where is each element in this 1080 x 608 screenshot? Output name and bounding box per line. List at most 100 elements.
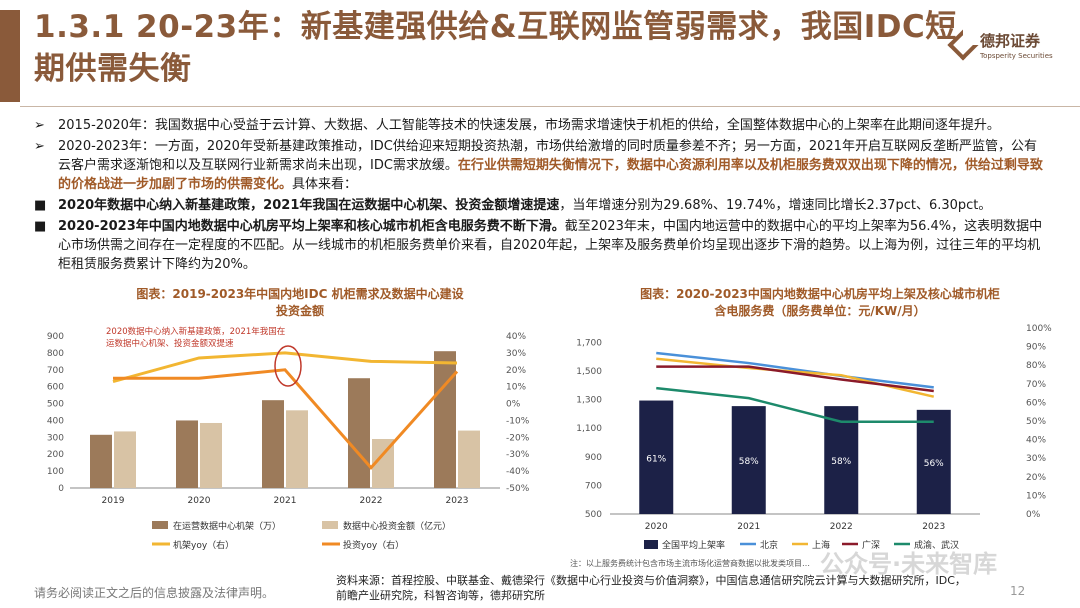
- x-tick-label: 2021: [737, 522, 760, 532]
- bar-racks: [176, 420, 198, 488]
- y-tick-label: 500: [585, 510, 602, 520]
- bar-investment: [200, 422, 222, 488]
- bar-investment: [458, 430, 480, 488]
- y-tick-label: 1,100: [576, 424, 602, 434]
- paragraph-bold-lead: 2020年数据中心纳入新基建政策，2021年我国在运数据中心机架、投资金额增速提…: [58, 198, 560, 213]
- y2-tick-label: 80%: [1026, 361, 1046, 371]
- y2-tick-label: 10%: [1026, 491, 1046, 501]
- logo-name-en: Topsperity Securities: [980, 52, 1053, 60]
- square-bullet-icon: ■: [34, 198, 47, 213]
- chart2-title-line1: 图表：2020-2023中国内地数据中心机房平均上架及核心城市机柜: [640, 287, 1000, 301]
- y2-tick-label: -20%: [506, 433, 530, 443]
- header-divider: [20, 106, 1080, 107]
- legend-label-invest-yoy: 投资yoy（右）: [343, 539, 404, 551]
- chart2-legend: 全国平均上架率 北京 上海 广深 成渝、武汉: [644, 539, 959, 551]
- y2-tick-label: 30%: [1026, 454, 1046, 464]
- y-tick-label: 1,700: [576, 338, 602, 348]
- y2-tick-label: -10%: [506, 416, 530, 426]
- bar-rack-rate: [916, 409, 951, 514]
- x-tick-label: 2020: [188, 496, 211, 506]
- chart1-annotation-line2: 运数据中心机架、投资金额双提速: [106, 338, 234, 349]
- y-tick-label: 0: [58, 484, 64, 494]
- paragraph-2015-2020: ➢ 2015-2020年：我国数据中心受益于云计算、大数据、人工智能等技术的快速…: [34, 116, 1048, 135]
- bar-investment: [114, 431, 136, 488]
- y-tick-label: 700: [585, 481, 602, 491]
- paragraph-text: 2015-2020年：我国数据中心受益于云计算、大数据、人工智能等技术的快速发展…: [58, 118, 1000, 133]
- paragraph-text: 2020-2023年：一方面，2020年受新基建政策推动，IDC供给迎来短期投资…: [58, 139, 1037, 173]
- y-tick-label: 300: [47, 433, 64, 443]
- legend-label-shanghai: 上海: [812, 539, 830, 551]
- y2-tick-label: -50%: [506, 484, 530, 494]
- chart1-legend: 在运营数据中心机架（万） 数据中心投资金额（亿元） 机架yoy（右） 投资yoy…: [152, 520, 451, 551]
- y2-tick-label: 40%: [1026, 436, 1046, 446]
- paragraph-text: ，当年增速分别为29.68%、19.74%，增速同比增长2.37pct、6.30…: [559, 198, 992, 213]
- legend-label-invest: 数据中心投资金额（亿元）: [343, 520, 451, 532]
- bar-rack-rate: [639, 400, 674, 514]
- bar-racks: [434, 351, 456, 488]
- bar-data-label: 56%: [924, 459, 944, 469]
- chart1-title-line2: 投资金额: [275, 304, 324, 318]
- disclaimer-text: 请务必阅读正文之后的信息披露及法律声明。: [34, 586, 275, 600]
- arrow-bullet-icon: ➢: [34, 139, 45, 154]
- y2-tick-label: -40%: [506, 467, 530, 477]
- paragraph-bold-lead: 2020-2023年中国内地数据中心机房平均上架率和核心城市机柜含电服务费不断下…: [58, 219, 565, 234]
- page-number: 12: [1010, 584, 1026, 598]
- bar-data-label: 61%: [646, 454, 666, 464]
- x-tick-label: 2023: [922, 522, 945, 532]
- line-service-fee: [656, 351, 934, 389]
- y2-tick-label: 20%: [1026, 473, 1046, 483]
- y2-tick-label: 0%: [1026, 510, 1041, 520]
- legend-label-beijing: 北京: [760, 539, 778, 551]
- paragraph-2020-2023: ➢ 2020-2023年：一方面，2020年受新基建政策推动，IDC供给迎来短期…: [34, 137, 1048, 194]
- y-tick-label: 700: [47, 366, 64, 376]
- x-tick-label: 2023: [446, 496, 469, 506]
- y-tick-label: 200: [47, 450, 64, 460]
- x-tick-label: 2022: [830, 522, 853, 532]
- y-tick-label: 900: [585, 453, 602, 463]
- source-text: 资料来源：首程控股、中联基金、戴德梁行《数据中心行业投资与价值洞察》，中国信息通…: [336, 574, 966, 602]
- company-logo: 德邦证券 Topsperity Securities: [947, 18, 1072, 72]
- bar-rack-rate: [824, 406, 859, 514]
- x-tick-label: 2020: [645, 522, 668, 532]
- y2-tick-label: 40%: [506, 332, 526, 342]
- bar-investment: [286, 410, 308, 488]
- paragraph-new-infra: ■ 2020年数据中心纳入新基建政策，2021年我国在运数据中心机架、投资金额增…: [34, 196, 1048, 215]
- body-text: ➢ 2015-2020年：我国数据中心受益于云计算、大数据、人工智能等技术的快速…: [34, 116, 1048, 276]
- y-tick-label: 800: [47, 349, 64, 359]
- y2-tick-label: 50%: [1026, 417, 1046, 427]
- y-tick-label: 1,300: [576, 396, 602, 406]
- y2-tick-label: 90%: [1026, 343, 1046, 353]
- line-service-fee: [656, 357, 935, 398]
- x-tick-label: 2021: [274, 496, 297, 506]
- line-service-fee: [656, 365, 934, 393]
- y2-tick-label: 60%: [1026, 398, 1046, 408]
- bar-investment: [372, 439, 394, 488]
- bar-racks: [262, 400, 284, 488]
- y-tick-label: 900: [47, 332, 64, 342]
- chart1-title: 图表：2019-2023年中国内地IDC 机柜需求及数据中心建设 投资金额: [80, 286, 520, 320]
- highlight-circle: [274, 345, 302, 387]
- y2-tick-label: 30%: [506, 349, 526, 359]
- legend-swatch-invest: [322, 521, 338, 529]
- legend-swatch-rate: [644, 540, 658, 549]
- title-accent-bar: [0, 10, 20, 102]
- y2-tick-label: 70%: [1026, 380, 1046, 390]
- chart2-title-line2: 含电服务费（服务费单位：元/KW/月）: [714, 304, 926, 318]
- paragraph-highlight: 在行业供需短期失衡情况下，数据中心资源利用率以及机柜服务费双双出现下降的情况，供…: [58, 158, 1043, 192]
- x-tick-label: 2019: [102, 496, 125, 506]
- legend-label-racks: 在运营数据中心机架（万）: [173, 520, 281, 532]
- chart2-note: 注：以上服务费统计包含市场主流市场化运营商数据以批发类项目…: [570, 558, 810, 568]
- arrow-bullet-icon: ➢: [34, 118, 45, 133]
- chart2-title: 图表：2020-2023中国内地数据中心机房平均上架及核心城市机柜 含电服务费（…: [600, 286, 1040, 320]
- y2-tick-label: 20%: [506, 366, 526, 376]
- bar-racks: [348, 378, 370, 488]
- line-invest-yoy: [113, 368, 459, 470]
- logo-mark-icon: [947, 29, 979, 61]
- chart1-annotation-line1: 2020数据中心纳入新基建政策，2021年我国在: [106, 326, 285, 337]
- y-tick-label: 400: [47, 416, 64, 426]
- y-tick-label: 600: [47, 383, 64, 393]
- bar-racks: [90, 434, 112, 488]
- y-tick-label: 500: [47, 400, 64, 410]
- watermark-text: 公众号·未来智库: [820, 550, 998, 578]
- legend-label-chengyu: 成渝、武汉: [914, 539, 959, 551]
